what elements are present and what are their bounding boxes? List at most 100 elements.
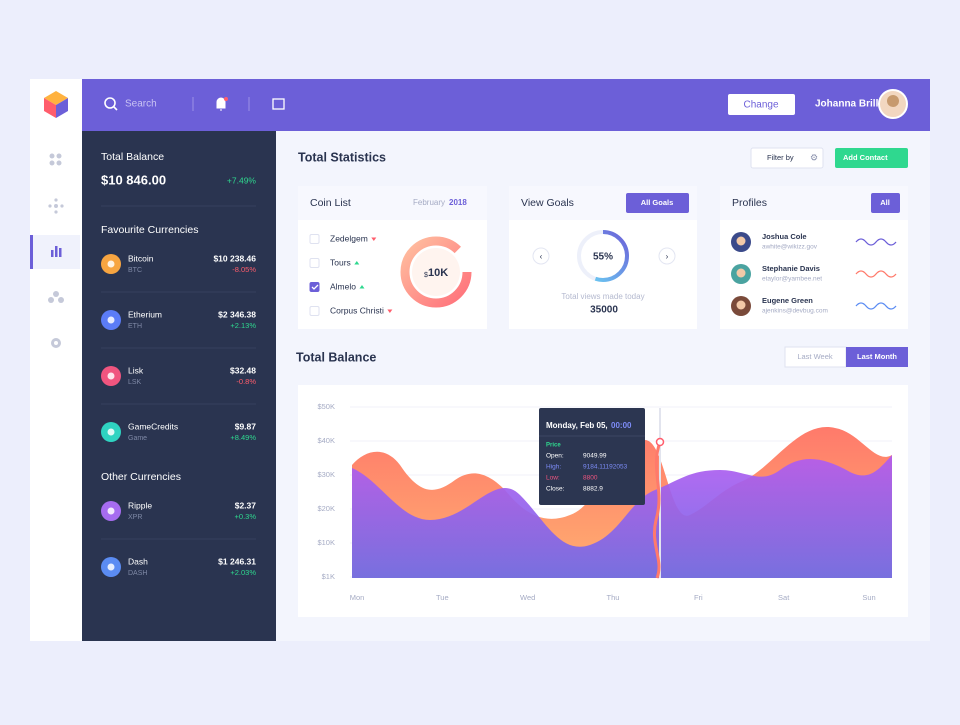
currency-code: ETH bbox=[128, 323, 142, 330]
balance-amount: $10 846.00 bbox=[101, 172, 166, 187]
currency-amount: $10 238.46 bbox=[213, 253, 256, 263]
currency-change: +2.03% bbox=[230, 568, 256, 577]
currency-change: +2.13% bbox=[230, 321, 256, 330]
currency-icon-glyph bbox=[107, 507, 115, 515]
coin-name: Zedelgem bbox=[330, 233, 368, 243]
coin-list-card: Coin List February 2018 $ 10K bbox=[298, 186, 487, 329]
currency-amount: $2.37 bbox=[235, 500, 257, 510]
calendar-icon[interactable] bbox=[272, 98, 285, 110]
goal-caption: Total views made today bbox=[561, 292, 644, 301]
donut-center bbox=[412, 248, 460, 296]
currency-icon-glyph bbox=[107, 260, 115, 268]
currency-name[interactable]: Dash bbox=[128, 556, 148, 566]
profile-email: etaylor@yambee.net bbox=[762, 276, 822, 283]
add-contact-button[interactable] bbox=[835, 148, 908, 168]
goal-value: 35000 bbox=[590, 305, 618, 316]
x-tick-label: Thu bbox=[607, 593, 620, 602]
add-contact-label: Add Contact bbox=[843, 153, 888, 162]
tooltip-row-label: Open: bbox=[546, 453, 564, 460]
currency-name[interactable]: Bitcoin bbox=[128, 253, 154, 263]
year[interactable]: 2018 bbox=[449, 198, 467, 207]
active-indicator bbox=[30, 235, 33, 269]
tooltip-row-value: 9049.99 bbox=[583, 453, 607, 460]
network-icon[interactable] bbox=[48, 198, 64, 214]
tooltip-row-label: Low: bbox=[546, 475, 560, 482]
currency-code: LSK bbox=[128, 379, 142, 386]
currency-change: +8.49% bbox=[230, 433, 256, 442]
currency-name[interactable]: Etherium bbox=[128, 309, 162, 319]
tooltip-row-value: 9184.11192053 bbox=[583, 464, 628, 471]
change-button[interactable] bbox=[728, 94, 795, 115]
checkbox[interactable] bbox=[309, 306, 320, 316]
trend-arrow bbox=[387, 309, 393, 313]
button-label: All Goals bbox=[641, 198, 674, 207]
currency-name[interactable]: Ripple bbox=[128, 500, 152, 510]
currency-amount: $32.48 bbox=[230, 365, 256, 375]
profile-name: Joshua Cole bbox=[762, 232, 807, 241]
tooltip-row-label: High: bbox=[546, 464, 561, 471]
currency-icon-glyph bbox=[107, 563, 115, 571]
currency-change: -0.8% bbox=[236, 377, 256, 386]
x-tick-label: Sun bbox=[862, 593, 875, 602]
checkbox[interactable] bbox=[309, 258, 320, 268]
notification-badge bbox=[224, 97, 228, 101]
tooltip-date: Monday, Feb 05, bbox=[546, 421, 608, 430]
currency-code: Game bbox=[128, 435, 147, 442]
user-avatar-face bbox=[887, 95, 899, 107]
trend-arrow bbox=[354, 261, 360, 265]
checkmark bbox=[311, 284, 319, 290]
next-arrow: › bbox=[666, 252, 669, 261]
prev-arrow: ‹ bbox=[540, 252, 543, 261]
profile-name: Stephanie Davis bbox=[762, 264, 820, 273]
card-title: Coin List bbox=[310, 197, 351, 209]
stats-icon[interactable] bbox=[51, 246, 62, 257]
currency-amount: $2 346.38 bbox=[218, 309, 256, 319]
y-tick-label: $10K bbox=[317, 538, 335, 547]
profile-wave bbox=[855, 238, 897, 246]
checkbox[interactable] bbox=[309, 234, 320, 244]
checkbox[interactable] bbox=[309, 282, 320, 292]
goal-ring bbox=[577, 230, 629, 282]
currency-name[interactable]: Lisk bbox=[128, 365, 144, 375]
tab-label: Last Week bbox=[797, 352, 833, 361]
next-button[interactable] bbox=[658, 247, 676, 265]
y-tick-label: $50K bbox=[317, 402, 335, 411]
all-button[interactable] bbox=[871, 193, 900, 213]
x-tick-label: Mon bbox=[350, 593, 365, 602]
donut-currency: $ bbox=[424, 272, 428, 279]
tooltip-price-label: Price bbox=[546, 443, 561, 449]
balance-change: +7.49% bbox=[227, 175, 257, 185]
currency-code: DASH bbox=[128, 570, 147, 577]
x-tick-label: Tue bbox=[436, 593, 449, 602]
tooltip-row-value: 8800 bbox=[583, 475, 598, 482]
prev-button[interactable] bbox=[532, 247, 550, 265]
x-tick-label: Fri bbox=[694, 593, 703, 602]
filter-button[interactable] bbox=[750, 147, 824, 169]
tooltip-row-value: 8882.9 bbox=[583, 486, 603, 493]
goal-percent: 55% bbox=[593, 252, 613, 263]
page-title: Total Statistics bbox=[298, 150, 386, 164]
currency-icon-glyph bbox=[107, 316, 115, 324]
section-title: Other Currencies bbox=[101, 471, 181, 483]
donut-value: 10K bbox=[428, 267, 448, 279]
donut bbox=[400, 236, 472, 308]
coin-name: Corpus Christi bbox=[330, 305, 384, 315]
user-name: Johanna Brill bbox=[815, 99, 879, 110]
all-goals-button[interactable] bbox=[626, 193, 689, 213]
currency-name[interactable]: GameCredits bbox=[128, 421, 178, 431]
notification-icon[interactable] bbox=[216, 97, 226, 111]
tab-active[interactable] bbox=[846, 347, 908, 367]
section-title: Favourite Currencies bbox=[101, 224, 198, 236]
profile-wave bbox=[855, 270, 897, 278]
view-goals-card: View Goals All Goals 55% ‹ › Total views… bbox=[509, 186, 697, 329]
dashboard-icon[interactable] bbox=[49, 153, 62, 166]
tooltip-time: 00:00 bbox=[611, 421, 632, 430]
month[interactable]: February bbox=[413, 198, 445, 207]
cursor-trace bbox=[653, 441, 662, 579]
search-input[interactable]: Search bbox=[125, 99, 157, 110]
profile-email: awhite@wikizz.gov bbox=[762, 244, 818, 251]
x-tick-label: Wed bbox=[520, 593, 535, 602]
settings-icon[interactable] bbox=[51, 338, 61, 348]
users-icon[interactable] bbox=[48, 291, 64, 303]
currency-change: +0.3% bbox=[235, 512, 257, 521]
